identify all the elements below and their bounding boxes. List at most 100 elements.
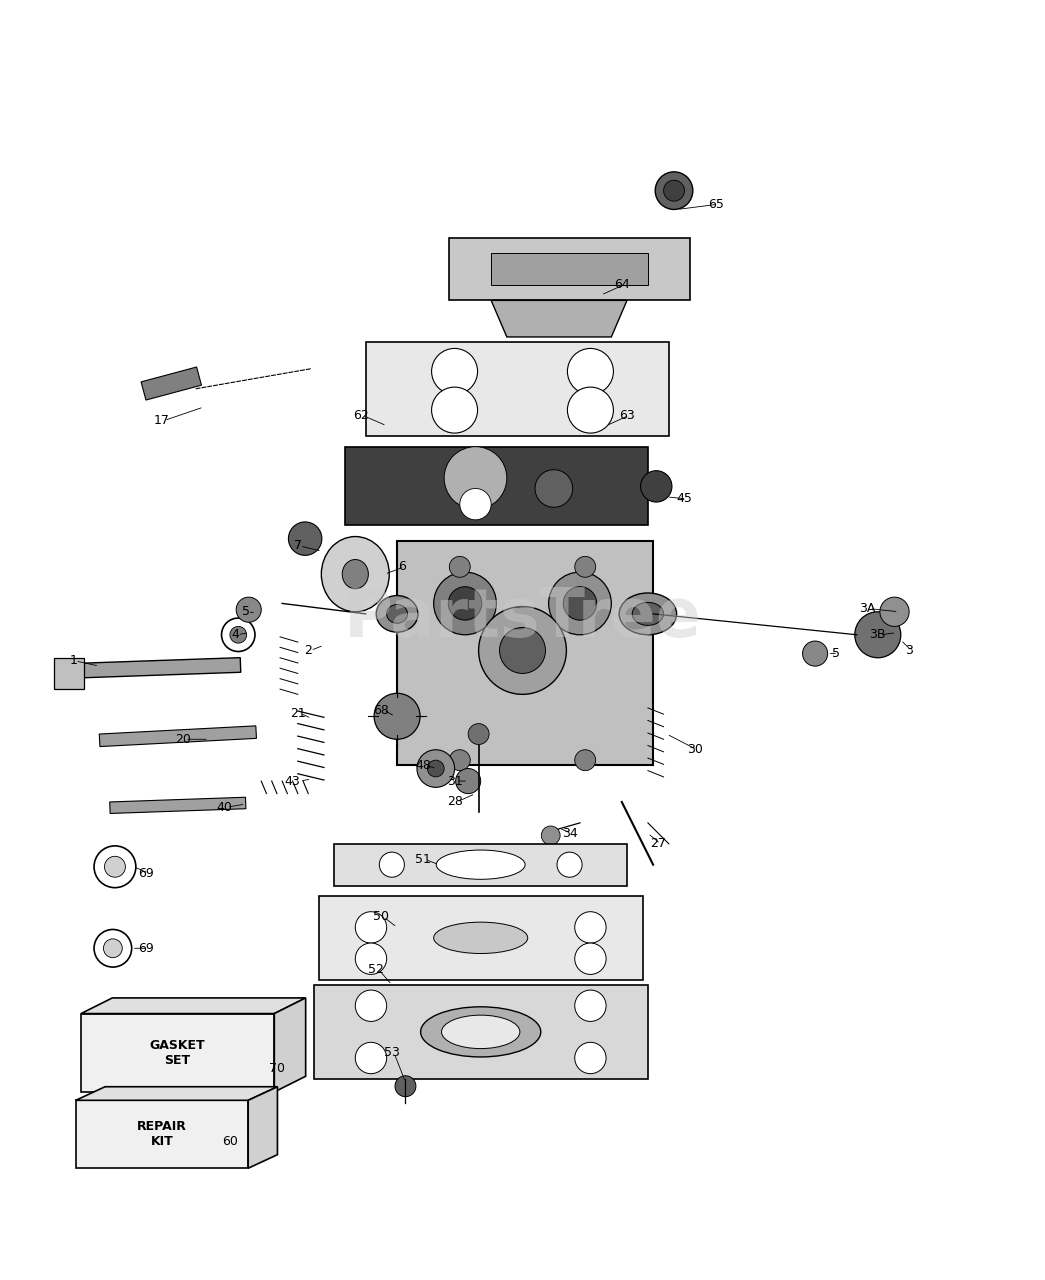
- Circle shape: [230, 626, 247, 643]
- Circle shape: [541, 826, 560, 845]
- Polygon shape: [82, 1014, 274, 1092]
- Circle shape: [535, 470, 573, 507]
- Ellipse shape: [376, 595, 418, 632]
- Circle shape: [103, 938, 122, 957]
- Circle shape: [449, 557, 470, 577]
- Text: 70: 70: [269, 1062, 285, 1075]
- Circle shape: [417, 750, 455, 787]
- Text: 34: 34: [561, 827, 578, 840]
- Circle shape: [374, 694, 420, 740]
- Circle shape: [395, 1075, 416, 1097]
- Text: 43: 43: [284, 774, 301, 787]
- Text: REPAIR
KIT: REPAIR KIT: [137, 1120, 187, 1148]
- Text: 48: 48: [415, 759, 432, 772]
- Ellipse shape: [343, 559, 369, 589]
- Polygon shape: [274, 998, 305, 1092]
- Circle shape: [803, 641, 828, 666]
- Text: 68: 68: [373, 704, 390, 717]
- Bar: [57, 658, 240, 678]
- Polygon shape: [75, 1101, 249, 1169]
- Polygon shape: [82, 998, 305, 1014]
- Text: 6: 6: [398, 561, 407, 573]
- Polygon shape: [449, 238, 690, 301]
- Polygon shape: [75, 1087, 278, 1101]
- Text: 27: 27: [650, 837, 667, 850]
- Circle shape: [432, 387, 478, 433]
- Text: 20: 20: [175, 732, 191, 746]
- Text: 69: 69: [138, 942, 155, 955]
- Text: PartsTree: PartsTree: [344, 585, 701, 652]
- Text: 40: 40: [216, 801, 233, 814]
- Polygon shape: [366, 342, 669, 436]
- Ellipse shape: [632, 603, 664, 626]
- Circle shape: [575, 943, 606, 974]
- Circle shape: [355, 989, 387, 1021]
- Circle shape: [236, 598, 261, 622]
- Circle shape: [567, 348, 613, 394]
- Ellipse shape: [619, 593, 677, 635]
- Polygon shape: [319, 896, 643, 979]
- Circle shape: [288, 522, 322, 556]
- Text: 45: 45: [676, 493, 693, 506]
- Polygon shape: [491, 301, 627, 337]
- Circle shape: [563, 586, 597, 620]
- Text: 51: 51: [415, 852, 432, 867]
- Circle shape: [355, 1042, 387, 1074]
- Bar: [54, 658, 84, 689]
- Text: 1: 1: [69, 654, 77, 667]
- Text: 3A: 3A: [859, 602, 876, 616]
- Ellipse shape: [437, 850, 526, 879]
- Text: 69: 69: [138, 867, 155, 879]
- Circle shape: [500, 627, 545, 673]
- Circle shape: [444, 447, 507, 509]
- Circle shape: [355, 911, 387, 943]
- Text: 64: 64: [613, 278, 630, 292]
- Ellipse shape: [442, 1015, 520, 1048]
- Circle shape: [855, 612, 901, 658]
- Text: 3B: 3B: [869, 628, 886, 641]
- Text: 53: 53: [384, 1046, 400, 1060]
- Circle shape: [549, 572, 611, 635]
- Text: 30: 30: [687, 744, 703, 756]
- Polygon shape: [397, 540, 653, 765]
- Text: 31: 31: [446, 774, 463, 787]
- Circle shape: [448, 586, 482, 620]
- Circle shape: [655, 172, 693, 210]
- Ellipse shape: [434, 922, 528, 954]
- Circle shape: [575, 989, 606, 1021]
- Text: 5: 5: [241, 605, 250, 618]
- Circle shape: [880, 598, 909, 626]
- Circle shape: [557, 852, 582, 877]
- Polygon shape: [334, 844, 627, 886]
- Bar: [110, 797, 246, 814]
- Circle shape: [104, 856, 125, 877]
- Bar: [99, 726, 256, 746]
- Text: 60: 60: [222, 1135, 238, 1148]
- Circle shape: [379, 852, 404, 877]
- Polygon shape: [491, 253, 648, 284]
- Text: 62: 62: [352, 408, 369, 422]
- Text: 7: 7: [294, 539, 302, 553]
- Circle shape: [575, 1042, 606, 1074]
- Text: 17: 17: [154, 413, 170, 428]
- Text: 3: 3: [905, 644, 913, 657]
- Circle shape: [664, 180, 684, 201]
- Polygon shape: [345, 447, 648, 525]
- Circle shape: [575, 911, 606, 943]
- Circle shape: [449, 750, 470, 771]
- Ellipse shape: [322, 536, 389, 612]
- Circle shape: [456, 768, 481, 794]
- Polygon shape: [314, 984, 648, 1079]
- Circle shape: [575, 557, 596, 577]
- Polygon shape: [249, 1087, 278, 1169]
- Text: 63: 63: [619, 408, 635, 422]
- Circle shape: [575, 750, 596, 771]
- Text: 21: 21: [289, 707, 306, 719]
- Ellipse shape: [387, 604, 408, 623]
- Text: 2: 2: [304, 644, 312, 657]
- Text: 28: 28: [446, 795, 463, 809]
- Circle shape: [355, 943, 387, 974]
- Text: 65: 65: [707, 197, 724, 211]
- Circle shape: [427, 760, 444, 777]
- Text: 52: 52: [368, 963, 385, 975]
